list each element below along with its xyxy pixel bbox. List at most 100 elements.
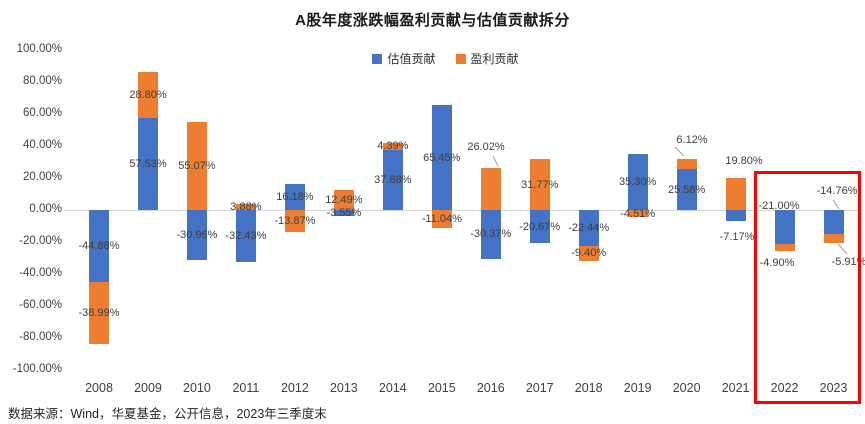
bar-segment-2017-估值贡献: [529, 210, 550, 244]
legend: 估值贡献 盈利贡献: [0, 50, 865, 67]
data-label-2018-盈利贡献: -9.40%: [571, 247, 607, 260]
bar-segment-2008-估值贡献: [89, 210, 109, 282]
bar-segment-2023-盈利贡献: [823, 233, 844, 244]
zero-axis-line: [64, 210, 861, 211]
chart-title: A股年度涨跌幅盈利贡献与估值贡献拆分: [295, 12, 570, 29]
y-axis-tick-label: 40.00%: [22, 139, 62, 151]
bar-segment-2010-估值贡献: [186, 210, 207, 260]
y-axis-tick-label: 100.00%: [16, 43, 62, 55]
y-axis-tick-label: 20.00%: [22, 171, 62, 183]
data-label-2015-估值贡献: 65.45%: [423, 151, 461, 164]
x-axis-label-2022: 2022: [770, 381, 799, 395]
leader-line-2016-盈利贡献: [492, 155, 499, 167]
bar-segment-2016-盈利贡献: [480, 168, 501, 210]
x-axis-label-2020: 2020: [672, 381, 701, 395]
y-axis-tick-label: -80.00%: [19, 331, 62, 343]
data-label-2012-估值贡献: 16.18%: [276, 191, 314, 204]
x-axis-label-2011: 2011: [232, 381, 260, 395]
earnings-swatch-icon: [455, 53, 466, 64]
valuation-swatch-icon: [372, 53, 383, 64]
bar-segment-2019-估值贡献: [627, 153, 648, 210]
bar-segment-2015-盈利贡献: [431, 210, 452, 228]
data-label-2013-盈利贡献: 12.49%: [325, 194, 363, 206]
data-label-2010-盈利贡献: 55.07%: [178, 159, 216, 172]
bar-segment-2021-估值贡献: [725, 210, 746, 222]
x-axis-label-2019: 2019: [623, 381, 652, 395]
bar-segment-2013-盈利贡献: [333, 190, 354, 210]
bar-segment-2015-估值贡献: [431, 105, 452, 210]
data-label-2014-盈利贡献: 4.39%: [377, 140, 409, 153]
y-axis-tick-label: -60.00%: [19, 299, 62, 311]
bar-segment-2009-盈利贡献: [137, 71, 158, 118]
data-label-2020-估值贡献: 25.58%: [667, 183, 706, 196]
data-label-2021-估值贡献: -7.17%: [719, 231, 755, 243]
y-axis-tick-label: 80.00%: [22, 75, 62, 87]
source-note: 数据来源：Wind，华夏基金，公开信息，2023年三季度末: [8, 407, 327, 421]
data-label-2015-盈利贡献: -11.04%: [421, 212, 462, 225]
highlight-box-2022-2023: [754, 171, 861, 404]
data-label-2016-盈利贡献: 26.02%: [467, 141, 505, 153]
x-axis-label-2012: 2012: [280, 381, 309, 395]
bar-segment-2010-盈利贡献: [186, 121, 207, 210]
data-label-2011-盈利贡献: 3.88%: [230, 200, 262, 213]
data-label-2014-估值贡献: 37.68%: [374, 173, 412, 186]
data-label-2012-盈利贡献: -13.87%: [274, 215, 316, 228]
data-label-2017-盈利贡献: 31.77%: [521, 178, 559, 191]
x-axis-label-2018: 2018: [574, 381, 603, 395]
bar-segment-2012-估值贡献: [284, 184, 305, 210]
bar-segment-2017-盈利贡献: [529, 159, 550, 210]
data-label-2022-估值贡献: -21.00%: [758, 200, 800, 212]
x-axis-label-2013: 2013: [329, 381, 358, 395]
bar-segment-2022-估值贡献: [774, 210, 795, 244]
bar-segment-2018-估值贡献: [578, 210, 599, 246]
data-label-2019-估值贡献: 35.30%: [619, 175, 657, 188]
x-axis-label-2010: 2010: [183, 381, 211, 395]
bar-segment-2020-盈利贡献: [676, 159, 697, 170]
bar-segment-2012-盈利贡献: [284, 210, 305, 233]
x-axis-label-2021: 2021: [721, 381, 750, 395]
x-axis-label-2017: 2017: [525, 381, 554, 395]
y-axis-tick-label: -20.00%: [19, 235, 62, 247]
bar-segment-2011-盈利贡献: [235, 203, 256, 210]
data-label-2021-盈利贡献: 19.80%: [725, 155, 763, 167]
data-label-2022-盈利贡献: -4.90%: [759, 257, 795, 269]
y-axis-tick-label: -100.00%: [12, 363, 62, 375]
data-label-2010-估值贡献: -30.96%: [176, 228, 218, 241]
leader-line-2020-盈利贡献: [674, 146, 685, 157]
bar-segment-2011-估值贡献: [235, 210, 256, 262]
x-axis-label-2015: 2015: [427, 381, 456, 395]
legend-label-valuation: 估值贡献: [387, 52, 436, 66]
data-label-2017-估值贡献: -20.67%: [519, 220, 561, 233]
data-label-2009-估值贡献: 57.53%: [129, 157, 167, 170]
bar-segment-2022-盈利贡献: [774, 243, 795, 252]
bar-segment-2009-估值贡献: [137, 117, 158, 210]
y-axis-tick-label: -40.00%: [19, 267, 62, 279]
bar-segment-2021-盈利贡献: [725, 178, 746, 210]
data-label-2013-估值贡献: -3.55%: [326, 206, 362, 219]
legend-item-valuation: 估值贡献: [372, 50, 436, 67]
x-axis-label-2008: 2008: [85, 381, 113, 395]
bar-segment-2014-估值贡献: [382, 149, 403, 210]
bar-segment-2014-盈利贡献: [382, 142, 403, 150]
legend-label-earnings: 盈利贡献: [470, 52, 519, 66]
data-label-2019-盈利贡献: -4.51%: [620, 207, 656, 220]
legend-item-earnings: 盈利贡献: [455, 50, 519, 67]
x-axis-label-2014: 2014: [378, 381, 407, 395]
x-axis-label-2009: 2009: [134, 381, 162, 395]
bar-segment-2020-估值贡献: [676, 169, 697, 210]
data-label-2018-估值贡献: -22.44%: [568, 221, 610, 234]
bar-segment-2019-盈利贡献: [627, 210, 648, 218]
y-axis-tick-label: 60.00%: [22, 107, 62, 119]
data-label-2023-估值贡献: -14.76%: [816, 185, 858, 197]
bar-segment-2013-估值贡献: [333, 210, 354, 216]
data-label-2023-盈利贡献: -5.91%: [831, 256, 865, 268]
data-label-2008-估值贡献: -44.88%: [78, 239, 120, 252]
y-axis-tick-label: 0.00%: [29, 203, 62, 215]
x-axis-label-2016: 2016: [476, 381, 505, 395]
bar-segment-2023-估值贡献: [823, 210, 844, 234]
bar-segment-2016-估值贡献: [480, 210, 501, 259]
bar-segment-2018-盈利贡献: [578, 245, 599, 261]
data-label-2008-盈利贡献: -38.99%: [78, 307, 120, 319]
x-axis-label-2023: 2023: [819, 381, 848, 395]
